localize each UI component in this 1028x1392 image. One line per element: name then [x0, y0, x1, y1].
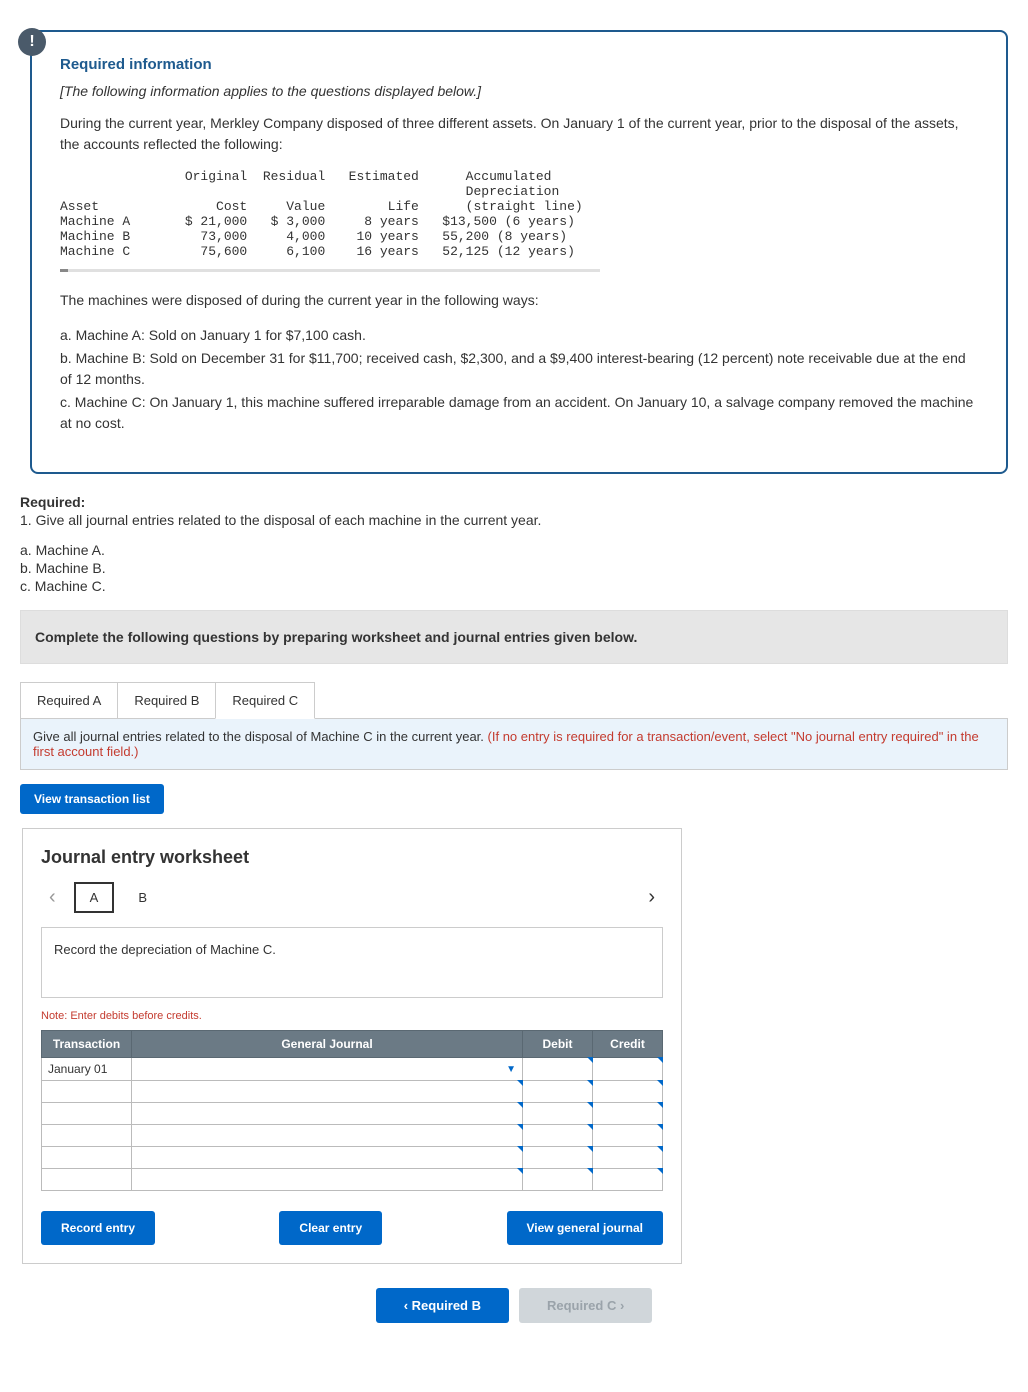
tab-instruction-text: Give all journal entries related to the …	[33, 729, 488, 744]
tab-required-c[interactable]: Required C	[215, 682, 315, 719]
tab-required-a[interactable]: Required A	[20, 682, 118, 719]
cell-account[interactable]	[132, 1103, 523, 1125]
cell-credit[interactable]	[593, 1169, 663, 1191]
required-item-1: 1. Give all journal entries related to t…	[20, 512, 1008, 528]
cell-debit[interactable]	[523, 1125, 593, 1147]
table-row	[42, 1169, 663, 1191]
required-b: b. Machine B.	[20, 560, 1008, 576]
disposed-intro: The machines were disposed of during the…	[60, 290, 978, 311]
disposal-a: a. Machine A: Sold on January 1 for $7,1…	[60, 325, 978, 346]
cell-debit[interactable]	[523, 1169, 593, 1191]
page-a[interactable]: A	[74, 882, 115, 913]
journal-entry-table: Transaction General Journal Debit Credit…	[41, 1030, 663, 1191]
worksheet-actions: Record entry Clear entry View general jo…	[41, 1211, 663, 1245]
pager-row: ‹ A B ›	[41, 882, 663, 913]
required-heading: Required:	[20, 494, 1008, 510]
intro-paragraph: During the current year, Merkley Company…	[60, 113, 978, 155]
cell-credit[interactable]	[593, 1125, 663, 1147]
cell-account[interactable]	[132, 1147, 523, 1169]
nav-buttons: ‹ Required B Required C ›	[184, 1288, 844, 1323]
chevron-right-icon[interactable]: ›	[640, 886, 663, 909]
cell-transaction-date: January 01	[42, 1058, 132, 1081]
required-a: a. Machine A.	[20, 542, 1008, 558]
header-credit: Credit	[593, 1031, 663, 1058]
tab-required-b[interactable]: Required B	[117, 682, 216, 719]
table-row	[42, 1081, 663, 1103]
disposal-c: c. Machine C: On January 1, this machine…	[60, 392, 978, 434]
view-transaction-list-button[interactable]: View transaction list	[20, 784, 164, 814]
cell-debit[interactable]	[523, 1147, 593, 1169]
alert-icon: !	[18, 28, 46, 56]
required-section: Required: 1. Give all journal entries re…	[20, 494, 1008, 1323]
header-debit: Debit	[523, 1031, 593, 1058]
table-row	[42, 1103, 663, 1125]
cell-credit[interactable]	[593, 1147, 663, 1169]
asset-table: Original Residual Estimated Accumulated …	[60, 169, 978, 259]
cell-debit[interactable]	[523, 1081, 593, 1103]
table-row: January 01 ▼	[42, 1058, 663, 1081]
journal-worksheet: Journal entry worksheet ‹ A B › Record t…	[22, 828, 682, 1264]
cell-account-dropdown[interactable]: ▼	[132, 1058, 523, 1081]
header-general-journal: General Journal	[132, 1031, 523, 1058]
header-transaction: Transaction	[42, 1031, 132, 1058]
page-b[interactable]: B	[124, 884, 161, 911]
instruction-bar: Complete the following questions by prep…	[20, 610, 1008, 664]
next-required-button: Required C ›	[519, 1288, 652, 1323]
entry-description: Record the depreciation of Machine C.	[41, 927, 663, 998]
cell-debit[interactable]	[523, 1103, 593, 1125]
required-info-heading: Required information	[60, 56, 978, 73]
cell-credit[interactable]	[593, 1058, 663, 1081]
record-entry-button[interactable]: Record entry	[41, 1211, 155, 1245]
cell-account[interactable]	[132, 1125, 523, 1147]
cell-account[interactable]	[132, 1169, 523, 1191]
table-row	[42, 1147, 663, 1169]
tabs-row: Required A Required B Required C	[20, 682, 1008, 719]
applies-note: [The following information applies to th…	[60, 83, 978, 99]
cell-credit[interactable]	[593, 1081, 663, 1103]
debits-before-credits-note: Note: Enter debits before credits.	[41, 1010, 663, 1022]
cell-debit[interactable]	[523, 1058, 593, 1081]
prev-required-button[interactable]: ‹ Required B	[376, 1288, 509, 1323]
table-scrollbar	[60, 269, 600, 272]
required-c: c. Machine C.	[20, 578, 1008, 594]
dropdown-icon: ▼	[506, 1064, 516, 1075]
disposal-b: b. Machine B: Sold on December 31 for $1…	[60, 348, 978, 390]
tab-instruction: Give all journal entries related to the …	[20, 718, 1008, 770]
table-row	[42, 1125, 663, 1147]
chevron-left-icon[interactable]: ‹	[41, 886, 64, 909]
cell-credit[interactable]	[593, 1103, 663, 1125]
worksheet-title: Journal entry worksheet	[41, 847, 663, 868]
clear-entry-button[interactable]: Clear entry	[279, 1211, 382, 1245]
view-general-journal-button[interactable]: View general journal	[507, 1211, 663, 1245]
required-information-box: ! Required information [The following in…	[30, 30, 1008, 474]
cell-account[interactable]	[132, 1081, 523, 1103]
